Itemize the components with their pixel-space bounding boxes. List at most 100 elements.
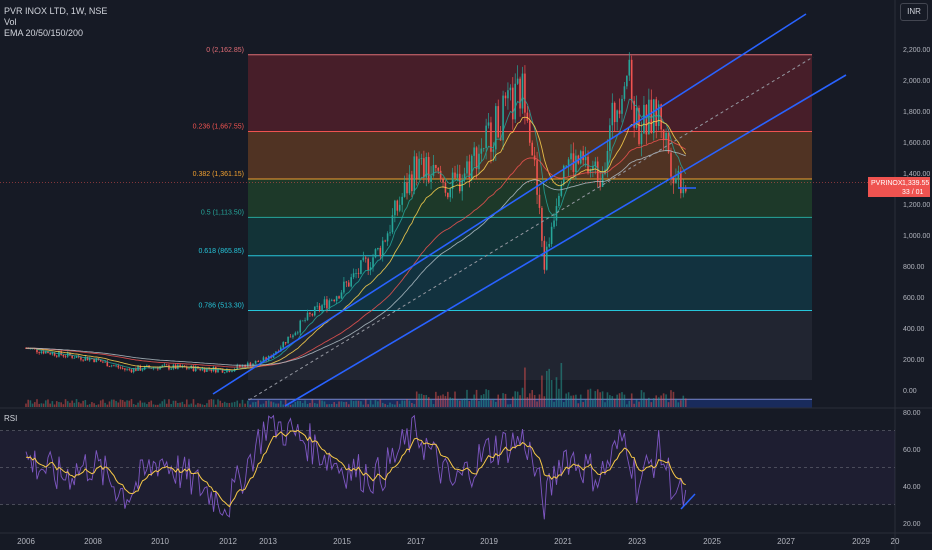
- volume-bar: [372, 404, 374, 407]
- symbol-title[interactable]: PVR INOX LTD, 1W, NSE: [4, 6, 108, 16]
- volume-bar: [609, 395, 611, 407]
- volume-bar: [406, 399, 408, 407]
- candle-body: [287, 336, 289, 344]
- volume-bar: [289, 404, 292, 407]
- time-tick-label: 2008: [84, 537, 102, 546]
- rsi-legend[interactable]: RSI: [4, 414, 18, 423]
- volume-bar: [579, 394, 582, 407]
- candle-body: [599, 180, 601, 187]
- candle-body: [201, 368, 204, 371]
- candle-body: [543, 240, 546, 270]
- volume-bar: [121, 400, 124, 407]
- candle-body: [239, 364, 241, 367]
- candle-body: [468, 161, 471, 179]
- candle-body: [217, 368, 219, 373]
- candle-body: [531, 142, 534, 156]
- volume-bar: [377, 401, 379, 407]
- candle-body: [463, 173, 466, 180]
- candle-body: [408, 174, 411, 194]
- volume-bar: [682, 395, 685, 407]
- trendlines[interactable]: [212, 13, 847, 407]
- volume-bar: [482, 394, 485, 407]
- currency-button[interactable]: INR: [900, 3, 928, 21]
- candle-body: [650, 99, 653, 133]
- candle-body: [594, 161, 597, 166]
- volume-bar: [272, 402, 275, 407]
- candle-body: [396, 200, 399, 211]
- candle-body: [548, 243, 550, 247]
- volume-bar: [487, 390, 490, 407]
- ema-line: [26, 138, 686, 368]
- volume-bar: [132, 403, 135, 407]
- candle-body: [584, 156, 587, 161]
- candle-body: [40, 351, 43, 353]
- candle-body: [66, 352, 69, 357]
- candle-body: [367, 258, 369, 271]
- candle-body: [323, 299, 326, 306]
- volume-bar: [449, 397, 452, 407]
- volume-bar: [670, 390, 672, 407]
- volume-bar: [277, 403, 280, 407]
- time-tick-label: 2012: [219, 537, 237, 546]
- volume-bar: [394, 404, 396, 407]
- candle-body: [80, 357, 82, 360]
- volume-bar: [33, 402, 36, 407]
- volume-bar: [621, 392, 623, 407]
- candle-body: [497, 106, 500, 138]
- time-tick-label: 2029: [852, 537, 870, 546]
- volume-bar: [550, 379, 553, 407]
- candle-body: [301, 320, 304, 322]
- candle-body: [185, 367, 188, 369]
- volume-bar: [141, 402, 144, 407]
- volume-bar: [657, 397, 660, 407]
- volume-bar: [124, 401, 126, 407]
- volume-bar: [526, 397, 529, 407]
- rsi-tick-label: 40.00: [903, 484, 921, 491]
- fib-zone: [248, 310, 812, 380]
- volume-bar: [174, 400, 177, 407]
- time-tick-label: 2006: [17, 537, 35, 546]
- volume-bar: [652, 398, 655, 407]
- candle-body: [437, 168, 440, 171]
- candle-body: [562, 165, 565, 185]
- volume-bar: [188, 404, 190, 407]
- candle-body: [451, 172, 454, 189]
- candle-body: [113, 365, 115, 367]
- ema-legend[interactable]: EMA 20/50/150/200: [4, 28, 84, 38]
- fib-level-label: 0.382 (1,361.15): [193, 171, 244, 178]
- candle-body: [73, 357, 76, 359]
- volume-bar: [468, 401, 471, 407]
- volume-bar: [374, 400, 377, 407]
- candle-body: [609, 125, 611, 151]
- volume-bar: [650, 402, 653, 407]
- candle-body: [648, 99, 650, 135]
- volume-bar: [347, 404, 350, 407]
- volume-bar: [313, 403, 316, 407]
- volume-bar: [514, 391, 517, 407]
- time-axis[interactable]: 2006 2008 2010 2012 2013 2015 2017 2019 2021 2023…: [17, 537, 900, 546]
- candle-body: [684, 188, 687, 192]
- volume-bar: [435, 391, 437, 407]
- candle-body: [536, 160, 538, 195]
- volume-bar: [345, 401, 348, 407]
- price-badge-price: 1,339.55: [902, 180, 929, 187]
- volume-bar: [677, 402, 680, 407]
- candle-body: [121, 367, 124, 369]
- volume-bar: [439, 395, 442, 407]
- candle-body: [75, 356, 78, 358]
- volume-bar: [137, 402, 139, 407]
- volume-legend[interactable]: Vol: [4, 17, 17, 27]
- volume-bar: [553, 401, 555, 407]
- candle-body: [386, 233, 389, 242]
- candle-body: [672, 176, 675, 184]
- candle-body: [321, 305, 323, 311]
- candle-body: [381, 240, 384, 257]
- volume-bar: [451, 398, 454, 407]
- volume-bar: [159, 403, 161, 407]
- volume-bar: [53, 404, 56, 407]
- candle-body: [502, 95, 504, 141]
- volume-bar: [665, 394, 667, 407]
- volume-bar: [638, 401, 640, 407]
